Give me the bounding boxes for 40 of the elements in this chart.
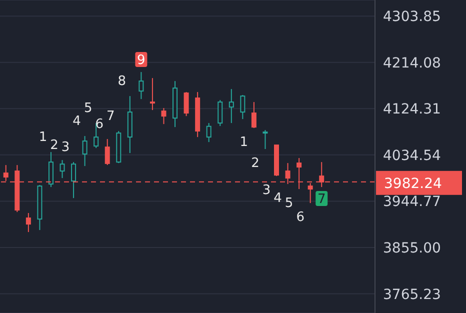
text: 3 — [61, 140, 70, 156]
text: 6 — [296, 210, 304, 226]
text: 9 — [137, 53, 146, 68]
y-tick-label: 4303.85 — [383, 9, 441, 26]
text: 1 — [38, 130, 48, 146]
text: 6 — [95, 117, 104, 132]
text: 1 — [240, 135, 248, 150]
ref-line-label: 3982.24 — [384, 176, 442, 192]
text: 7 — [106, 109, 115, 124]
candlestick — [71, 162, 76, 199]
y-tick-label: 4214.08 — [383, 55, 441, 72]
candlestick — [184, 92, 189, 117]
candlestick — [218, 100, 223, 127]
text: 2 — [251, 156, 260, 172]
candlestick — [138, 72, 144, 100]
candlestick — [82, 136, 88, 167]
candlestick — [104, 138, 110, 166]
candlestick — [262, 130, 268, 150]
y-tick-label: 3765.23 — [383, 286, 441, 303]
y-tick-label: 4124.31 — [383, 102, 441, 118]
candlestick — [251, 102, 256, 129]
candlestick — [228, 88, 234, 124]
candlestick — [26, 212, 31, 233]
candlestick — [161, 108, 166, 125]
candlestick — [240, 94, 246, 120]
text: 4 — [72, 114, 81, 130]
y-tick-label: 4034.54 — [383, 148, 441, 164]
text: 3 — [262, 183, 271, 198]
candlestick — [150, 78, 155, 111]
text: 4 — [274, 191, 282, 206]
text: 7 — [317, 192, 326, 208]
candlestick — [48, 152, 54, 188]
y-tick-label: 3855.00 — [383, 240, 441, 256]
candlestick — [60, 160, 65, 179]
candlestick — [206, 122, 212, 143]
text: 5 — [84, 101, 92, 116]
text: 5 — [284, 196, 294, 212]
text: 8 — [118, 74, 126, 90]
text: 2 — [50, 138, 58, 154]
y-tick-label: 3944.77 — [383, 194, 441, 210]
